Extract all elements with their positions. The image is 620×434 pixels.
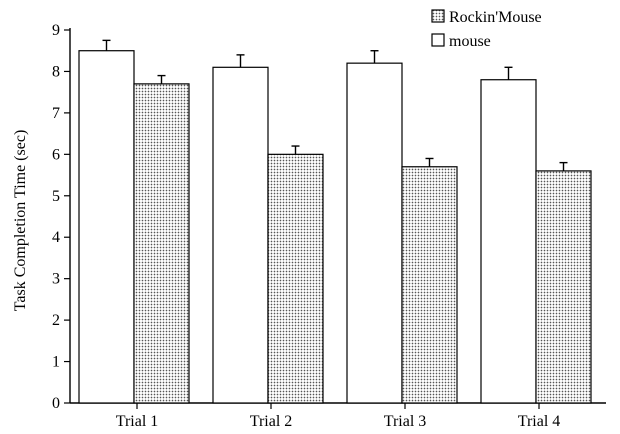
bar (480, 79, 537, 404)
legend: Rockin'Mouse mouse (431, 9, 542, 50)
plot-area: 0 1 2 3 4 5 6 7 8 9 Trial 1 Trial 2 Trial 3 Trial 4 (52, 22, 606, 430)
bar (401, 166, 458, 404)
bar (133, 83, 190, 404)
y-tick-label: 6 (52, 146, 60, 163)
x-tick-label: Trial 4 (518, 413, 561, 430)
y-tick-label: 7 (52, 105, 60, 122)
y-tick-label: 4 (52, 229, 60, 246)
x-tick-label: Trial 2 (250, 413, 293, 430)
x-tick-label: Trial 3 (384, 413, 427, 430)
legend-swatch (431, 33, 445, 47)
y-tick-label: 9 (52, 22, 60, 39)
y-tick-label: 2 (52, 312, 60, 329)
y-axis-title: Task Completion Time (sec) (12, 130, 29, 312)
legend-swatch (431, 9, 445, 23)
bar (346, 62, 403, 404)
y-tick-label: 3 (52, 271, 60, 288)
y-tick-label: 5 (52, 188, 60, 205)
legend-label: Rockin'Mouse (449, 9, 542, 26)
bar (212, 66, 269, 404)
y-tick-label: 8 (52, 63, 60, 80)
bar (78, 50, 135, 404)
x-tick-label: Trial 1 (116, 413, 159, 430)
y-tick-label: 1 (52, 354, 60, 371)
bar (535, 170, 592, 404)
y-tick-label: 0 (52, 395, 60, 412)
legend-label: mouse (449, 33, 491, 50)
bar (267, 153, 324, 404)
